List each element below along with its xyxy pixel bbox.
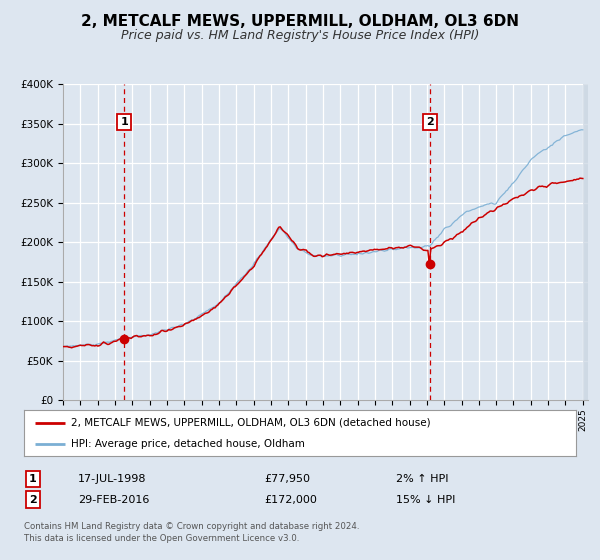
- Text: 1: 1: [29, 474, 37, 484]
- Text: 2, METCALF MEWS, UPPERMILL, OLDHAM, OL3 6DN: 2, METCALF MEWS, UPPERMILL, OLDHAM, OL3 …: [81, 14, 519, 29]
- Text: 1: 1: [121, 117, 128, 127]
- Text: 17-JUL-1998: 17-JUL-1998: [78, 474, 146, 484]
- Text: £77,950: £77,950: [264, 474, 310, 484]
- Text: 29-FEB-2016: 29-FEB-2016: [78, 494, 149, 505]
- Text: £172,000: £172,000: [264, 494, 317, 505]
- Text: HPI: Average price, detached house, Oldham: HPI: Average price, detached house, Oldh…: [71, 439, 305, 449]
- Text: Price paid vs. HM Land Registry's House Price Index (HPI): Price paid vs. HM Land Registry's House …: [121, 29, 479, 42]
- Text: 2: 2: [29, 494, 37, 505]
- Text: 2% ↑ HPI: 2% ↑ HPI: [396, 474, 449, 484]
- Text: 2: 2: [426, 117, 434, 127]
- Text: 15% ↓ HPI: 15% ↓ HPI: [396, 494, 455, 505]
- Bar: [583, 84, 588, 400]
- Text: Contains HM Land Registry data © Crown copyright and database right 2024.
This d: Contains HM Land Registry data © Crown c…: [24, 522, 359, 543]
- Text: 2, METCALF MEWS, UPPERMILL, OLDHAM, OL3 6DN (detached house): 2, METCALF MEWS, UPPERMILL, OLDHAM, OL3 …: [71, 418, 431, 428]
